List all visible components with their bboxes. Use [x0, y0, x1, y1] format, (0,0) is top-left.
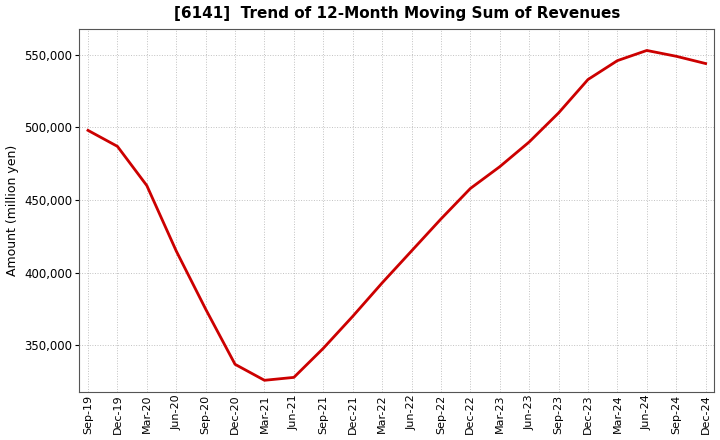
Title: [6141]  Trend of 12-Month Moving Sum of Revenues: [6141] Trend of 12-Month Moving Sum of R… — [174, 6, 620, 21]
Y-axis label: Amount (million yen): Amount (million yen) — [6, 145, 19, 276]
